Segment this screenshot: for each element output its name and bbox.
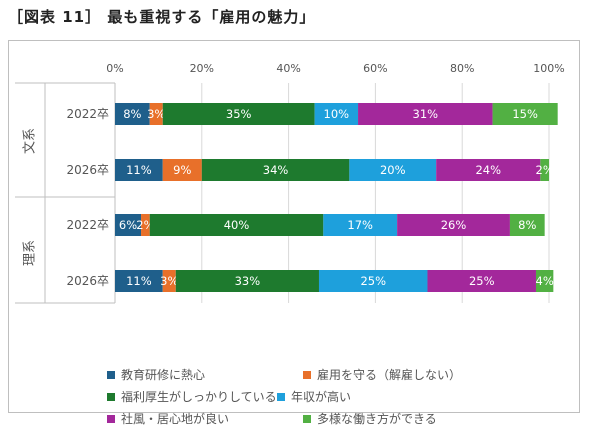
bar-segment xyxy=(535,270,554,292)
data-label: 11% xyxy=(126,163,152,177)
legend-item: 年収が高い xyxy=(277,388,351,405)
data-label: 3% xyxy=(147,107,165,121)
legend-item: 福利厚生がしっかりしている xyxy=(107,388,277,405)
legend-label: 年収が高い xyxy=(291,390,352,404)
data-label: 25% xyxy=(360,274,386,288)
legend-label: 雇用を守る（解雇しない） xyxy=(317,368,462,382)
legend-label: 福利厚生がしっかりしている xyxy=(121,390,277,404)
data-label: 17% xyxy=(347,218,373,232)
data-label: 24% xyxy=(475,163,501,177)
bar-segment xyxy=(314,103,359,125)
legend-item: 雇用を守る（解雇しない） xyxy=(303,366,461,383)
bar-segment xyxy=(115,214,142,236)
x-tick-label: 0% xyxy=(106,62,123,75)
data-label: 8% xyxy=(123,107,141,121)
category-label: 2022卒 xyxy=(66,218,109,232)
data-label: 33% xyxy=(235,274,261,288)
bar-segment xyxy=(141,214,150,236)
legend-swatch xyxy=(107,414,115,423)
data-label: 15% xyxy=(512,107,538,121)
bar-segment xyxy=(162,159,202,181)
legend-swatch xyxy=(107,370,115,379)
x-tick-label: 40% xyxy=(276,62,300,75)
bar-segment xyxy=(427,270,536,292)
data-label: 34% xyxy=(263,163,289,177)
bar-segment xyxy=(358,103,493,125)
x-tick-label: 60% xyxy=(363,62,387,75)
legend-swatch xyxy=(277,392,285,401)
bar-segment xyxy=(115,103,150,125)
bar-segment xyxy=(162,270,176,292)
data-label: 9% xyxy=(173,163,191,177)
bar-segment xyxy=(509,214,545,236)
category-label: 2022卒 xyxy=(66,107,109,121)
legend-label: 社風・居心地が良い xyxy=(121,412,230,426)
x-tick-label: 20% xyxy=(190,62,214,75)
legend-swatch xyxy=(107,392,115,401)
data-label: 3% xyxy=(160,274,178,288)
group-label: 理系 xyxy=(23,240,38,266)
bar-segment xyxy=(149,214,324,236)
legend-item: 多様な働き方ができる xyxy=(303,410,437,427)
bar-segment xyxy=(540,159,549,181)
figure-title: ［図表 11］ 最も重視する「雇用の魅力」 xyxy=(8,8,316,26)
legend-item: 教育研修に熱心 xyxy=(107,366,205,383)
data-label: 10% xyxy=(324,107,350,121)
bar-segment xyxy=(115,270,163,292)
data-label: 4% xyxy=(536,274,554,288)
data-label: 35% xyxy=(226,107,252,121)
group-label: 文系 xyxy=(23,128,38,154)
bar-segment xyxy=(318,270,428,292)
legend-label: 多様な働き方ができる xyxy=(317,412,437,426)
legend-label: 教育研修に熱心 xyxy=(121,368,206,382)
data-label: 26% xyxy=(441,218,467,232)
data-label: 40% xyxy=(224,218,250,232)
category-label: 2026卒 xyxy=(66,274,109,288)
category-label: 2026卒 xyxy=(66,163,109,177)
bar-segment xyxy=(149,103,163,125)
legend-swatch xyxy=(303,370,311,379)
bar-segment xyxy=(436,159,541,181)
legend-swatch xyxy=(303,414,311,423)
data-label: 8% xyxy=(518,218,536,232)
bar-segment xyxy=(115,159,163,181)
legend-item: 社風・居心地が良い xyxy=(107,410,229,427)
data-label: 2% xyxy=(536,163,554,177)
data-label: 6% xyxy=(119,218,137,232)
x-tick-label: 80% xyxy=(450,62,474,75)
bar-segment xyxy=(162,103,315,125)
bar-segment xyxy=(397,214,510,236)
data-label: 11% xyxy=(126,274,152,288)
data-label: 25% xyxy=(469,274,495,288)
data-label: 20% xyxy=(380,163,406,177)
bar-segment xyxy=(492,103,558,125)
data-label: 31% xyxy=(413,107,439,121)
bar-segment xyxy=(175,270,319,292)
bar-segment xyxy=(201,159,350,181)
x-tick-label: 100% xyxy=(533,62,564,75)
chart-frame: 0% 20% 40% 60% 80% 100% 文系理系 2022卒 2026卒 2022卒 202… xyxy=(8,40,580,426)
bar-segment xyxy=(323,214,398,236)
bar-segment xyxy=(349,159,437,181)
